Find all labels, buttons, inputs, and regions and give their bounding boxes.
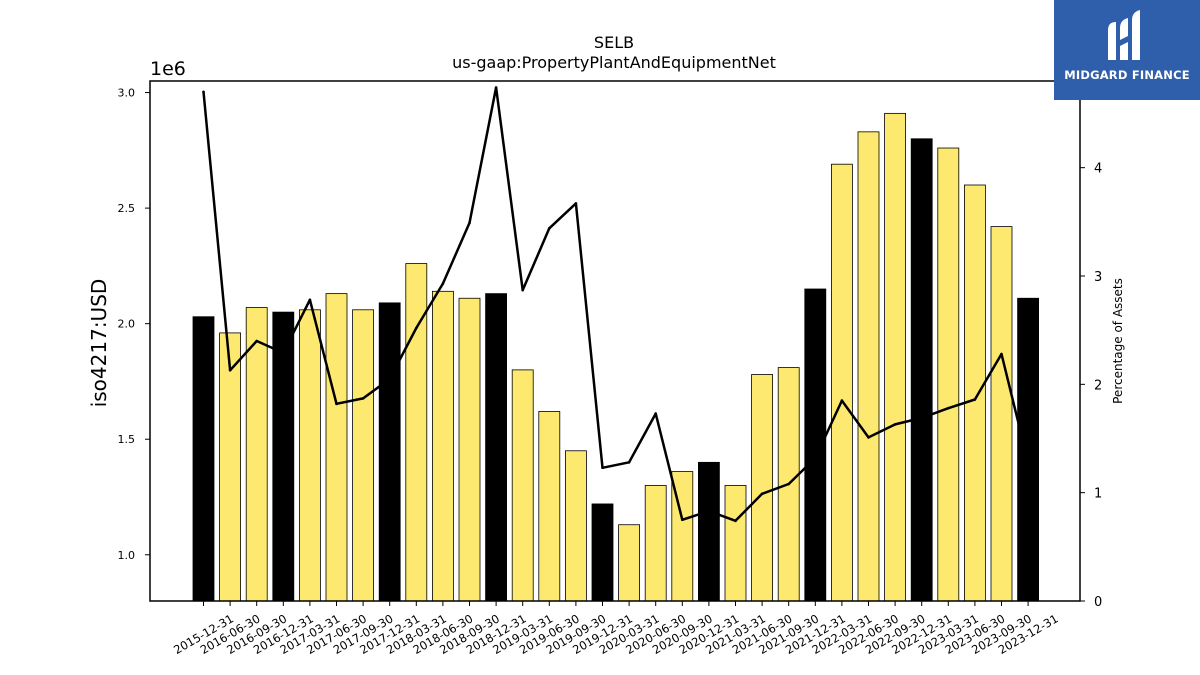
bar-2019-12-31 [591, 503, 614, 602]
line-point-2021-06-30 [760, 492, 764, 496]
y-tick-label: 2.5 [118, 202, 136, 215]
bar-2020-03-31 [618, 524, 640, 602]
y2-tick-label: 1 [1094, 487, 1102, 502]
chart-title: SELB [594, 33, 634, 52]
bar-2017-06-30 [325, 293, 348, 602]
line-point-2018-03-31 [415, 326, 418, 330]
bar-2022-12-31 [910, 138, 933, 602]
line-point-2016-12-31 [282, 351, 285, 355]
y2-axis-label: Percentage of Assets [1111, 278, 1125, 404]
line-point-2023-03-31 [947, 406, 950, 410]
y-tick-label: 3.0 [118, 87, 136, 100]
chart-subtitle: us-gaap:PropertyPlantAndEquipmentNet [452, 53, 776, 72]
line-point-2019-03-31 [521, 288, 524, 292]
percentage-line [202, 86, 1030, 523]
line-point-2020-03-31 [627, 461, 631, 464]
bar-2021-03-31 [724, 485, 747, 602]
line-point-2022-06-30 [867, 436, 870, 439]
x-axis-ticks: 2015-12-312016-06-302016-09-302016-12-31… [171, 601, 1061, 657]
line-point-2020-06-30 [654, 412, 657, 415]
y-tick-label: 1.5 [118, 433, 136, 446]
bar-2021-06-30 [751, 374, 773, 602]
bar-2022-06-30 [857, 131, 880, 602]
bar-group [192, 112, 1039, 602]
bar-2018-09-30 [458, 297, 481, 602]
line-point-2016-06-30 [228, 368, 232, 372]
bar-2019-09-30 [565, 450, 587, 602]
bar-2019-03-31 [511, 369, 534, 602]
line-point-2023-09-30 [1000, 352, 1003, 356]
bar-2023-03-31 [937, 147, 960, 602]
y-axis-ticks: 1.0 1.5 2.0 2.5 3.0 [118, 87, 150, 562]
line-point-2023-06-30 [973, 398, 977, 401]
line-point-2018-09-30 [468, 221, 471, 225]
line-point-2022-03-31 [840, 399, 844, 402]
line-point-2015-12-31 [202, 90, 205, 94]
bar-2018-12-31 [485, 293, 508, 602]
line-point-2016-09-30 [255, 339, 258, 343]
line-point-2019-09-30 [574, 202, 578, 205]
bar-2016-06-30 [219, 332, 242, 602]
bar-2016-12-31 [272, 311, 295, 602]
bar-2019-06-30 [538, 411, 561, 602]
brand-logo: MIDGARD FINANCE [1054, 0, 1200, 100]
bar-2022-09-30 [884, 112, 906, 602]
y2-axis-ticks: 0 1 2 3 4 [1080, 162, 1102, 610]
bar-2022-03-31 [831, 163, 853, 602]
line-point-2019-12-31 [601, 466, 604, 470]
y2-tick-label: 4 [1094, 162, 1102, 177]
line-point-2017-09-30 [361, 397, 365, 400]
y2-tick-label: 0 [1094, 595, 1102, 610]
line-point-2020-12-31 [707, 509, 711, 513]
line-point-2017-06-30 [335, 402, 338, 406]
bar-2018-06-30 [431, 290, 454, 602]
bar-2020-12-31 [698, 461, 720, 602]
line-series [202, 86, 1030, 523]
line-point-2017-03-31 [308, 298, 312, 302]
y-offset-label: 1e6 [150, 58, 186, 80]
line-point-2021-03-31 [734, 519, 737, 523]
brand-name: MIDGARD FINANCE [1064, 68, 1190, 82]
line-point-2023-12-31 [1026, 461, 1030, 464]
y-tick-label: 2.0 [118, 318, 136, 331]
bar-2015-12-31 [192, 316, 215, 602]
bar-2023-09-30 [990, 226, 1013, 602]
bar-2017-09-30 [352, 309, 375, 602]
line-point-2021-12-31 [814, 456, 817, 460]
line-point-2017-12-31 [388, 377, 392, 381]
line-point-2022-09-30 [893, 423, 897, 426]
bar-2017-12-31 [378, 302, 401, 602]
bar-2023-12-31 [1017, 297, 1039, 602]
line-point-2021-09-30 [787, 482, 790, 486]
line-point-2018-06-30 [441, 282, 445, 285]
line-point-2020-09-30 [681, 518, 684, 522]
brand-mark-icon [1108, 10, 1140, 60]
line-point-2019-06-30 [548, 227, 551, 230]
bar-2023-06-30 [964, 184, 986, 602]
y-tick-label: 1.0 [118, 549, 136, 562]
bar-2016-09-30 [245, 307, 268, 602]
y2-tick-label: 2 [1094, 378, 1102, 393]
line-point-2022-12-31 [920, 416, 923, 420]
bar-2020-06-30 [644, 485, 667, 602]
y-axis-label: iso4217:USD [87, 279, 111, 408]
plot-frame [149, 80, 1081, 602]
line-point-2018-12-31 [494, 86, 498, 89]
y2-tick-label: 3 [1094, 270, 1102, 285]
bar-2017-03-31 [298, 309, 321, 602]
